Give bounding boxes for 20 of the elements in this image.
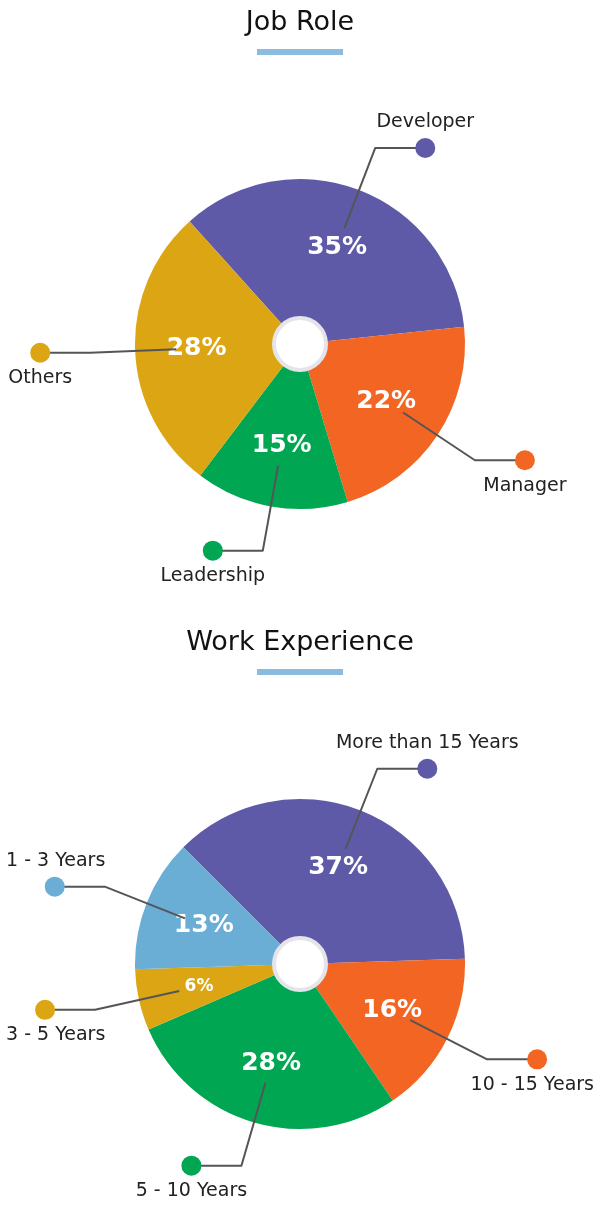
chart-title: Work Experience — [185, 625, 415, 656]
data-label: 28% — [241, 1046, 302, 1076]
legend-label: 5 - 10 Years — [135, 1178, 248, 1201]
legend-label: Leadership — [160, 563, 266, 586]
data-label: 15% — [251, 429, 312, 459]
slice-label: Developer — [376, 109, 475, 132]
legend-label: 10 - 15 Years — [470, 1071, 595, 1094]
legend-label: 3 - 5 Years — [6, 1022, 106, 1045]
slice-label: 1 - 3 Years — [6, 848, 106, 871]
legend-label: Manager — [483, 472, 567, 495]
data-label: 6% — [184, 975, 214, 995]
data-label: 16% — [362, 994, 423, 1024]
chart-title: Job Role — [243, 5, 356, 36]
data-label: 28% — [166, 331, 227, 361]
legend-label: Others — [8, 365, 73, 388]
data-label: 22% — [356, 384, 417, 414]
data-label: 37% — [308, 851, 369, 881]
slice-label: More than 15 Years — [335, 730, 519, 753]
data-label: 35% — [307, 230, 368, 260]
data-label: 13% — [173, 909, 234, 939]
